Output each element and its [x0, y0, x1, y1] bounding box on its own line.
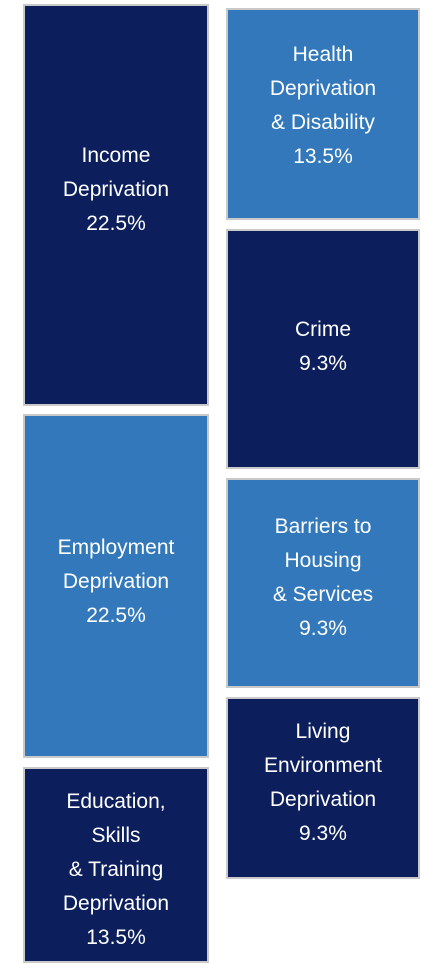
tile-label-line: Barriers to [274, 515, 372, 538]
tile-label: Crime 9.3% [295, 313, 351, 381]
tile-label: Employment Deprivation 22.5% [58, 531, 175, 633]
tile-label-line: Housing [284, 549, 362, 572]
tile-label-line: Deprivation [62, 570, 170, 593]
tile-value: 22.5% [86, 604, 146, 627]
tile-label: Health Deprivation & Disability 13.5% [270, 38, 376, 174]
tile-label-line: Deprivation [62, 892, 170, 915]
tile-label-line: & Disability [271, 111, 375, 134]
tile-label: Living Environment Deprivation 9.3% [264, 715, 382, 851]
tile-label-line: Deprivation [269, 788, 377, 811]
tile-education-skills-training-deprivation: Education, Skills & Training Deprivation… [23, 767, 209, 963]
tile-label-line: Environment [264, 754, 382, 777]
tile-crime: Crime 9.3% [226, 229, 420, 469]
tile-living-environment-deprivation: Living Environment Deprivation 9.3% [226, 697, 420, 879]
tile-value: 22.5% [86, 212, 146, 235]
tile-label-line: Skills [91, 824, 141, 847]
tile-value: 13.5% [293, 145, 353, 168]
tile-label-line: Deprivation [62, 178, 170, 201]
tile-label: Income Deprivation 22.5% [63, 139, 169, 241]
tile-value: 13.5% [86, 926, 146, 949]
tile-label: Barriers to Housing & Services 9.3% [273, 510, 373, 646]
tile-label-line: & Training [68, 858, 164, 881]
tile-label-line: Income [81, 144, 151, 167]
tile-income-deprivation: Income Deprivation 22.5% [23, 4, 209, 406]
tile-label-line: Employment [57, 536, 175, 559]
tile-value: 9.3% [299, 822, 347, 845]
tile-label-line: & Services [272, 583, 374, 606]
tile-value: 9.3% [299, 352, 347, 375]
tile-label-line: Health [292, 43, 354, 66]
tile-label: Education, Skills & Training Deprivation… [63, 785, 169, 955]
tile-label-line: Crime [295, 318, 351, 341]
tile-label-line: Education, [66, 790, 166, 813]
tile-barriers-to-housing-services: Barriers to Housing & Services 9.3% [226, 478, 420, 688]
tile-value: 9.3% [299, 617, 347, 640]
tile-employment-deprivation: Employment Deprivation 22.5% [23, 414, 209, 758]
tile-label-line: Living [295, 720, 351, 743]
tile-health-deprivation-disability: Health Deprivation & Disability 13.5% [226, 8, 420, 220]
tile-label-line: Deprivation [269, 77, 377, 100]
